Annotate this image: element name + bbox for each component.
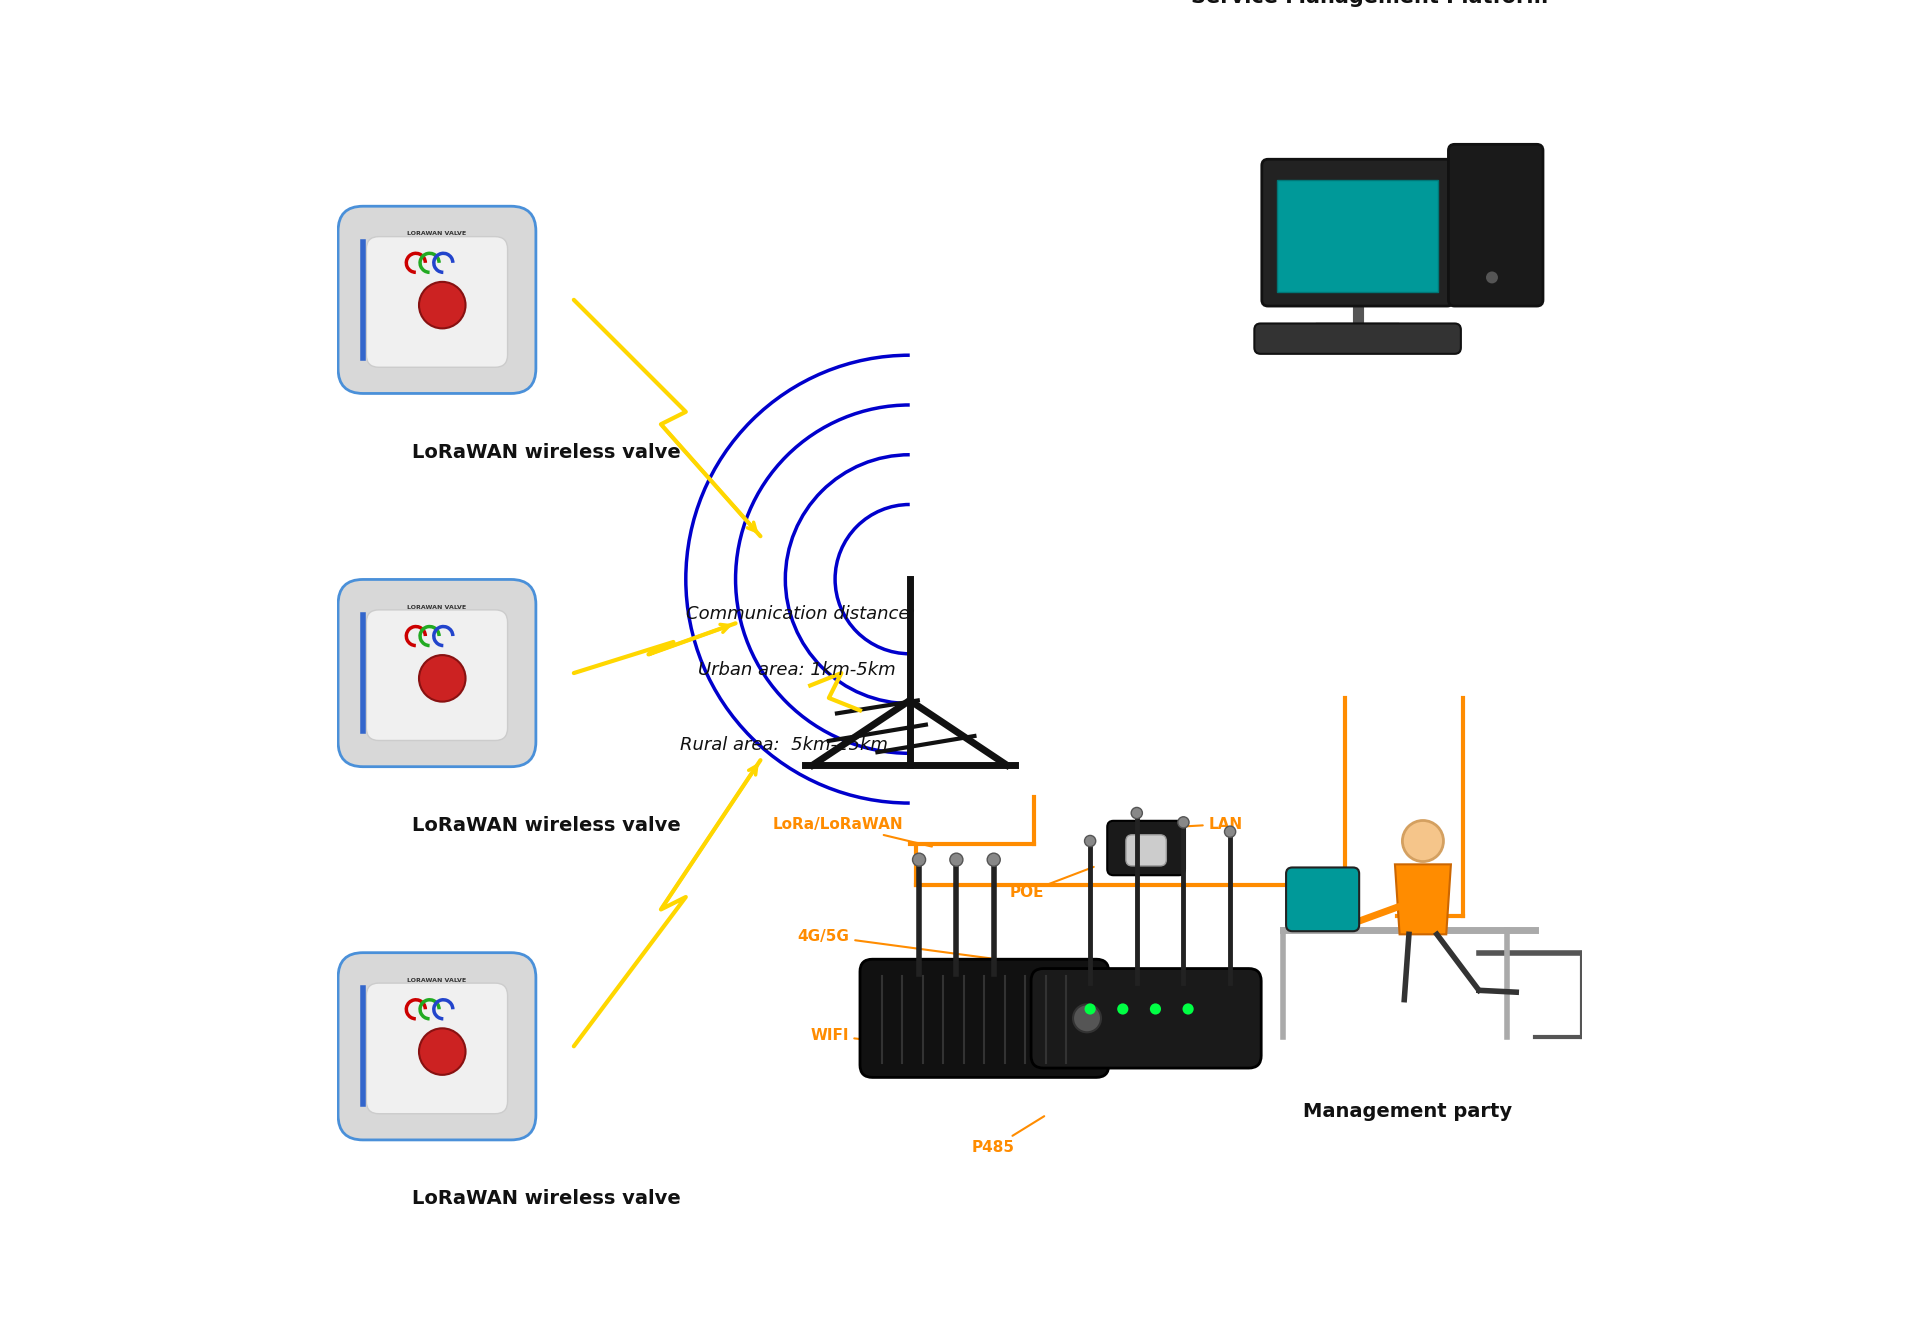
Circle shape [1084, 836, 1096, 846]
Text: Service Management Platform: Service Management Platform [1192, 0, 1549, 8]
FancyBboxPatch shape [338, 579, 535, 767]
Circle shape [1224, 826, 1236, 837]
Polygon shape [1395, 865, 1451, 935]
Circle shape [418, 1028, 466, 1074]
FancyBboxPatch shape [320, 1006, 368, 1041]
FancyBboxPatch shape [320, 1038, 368, 1073]
Text: Communication distance:: Communication distance: [685, 606, 915, 623]
FancyBboxPatch shape [860, 960, 1109, 1077]
Text: WIFI: WIFI [810, 1028, 1031, 1059]
Text: LAN: LAN [1149, 817, 1242, 832]
Text: Urban area: 1km-5km: Urban area: 1km-5km [699, 661, 896, 680]
Text: LORAWAN VALVE: LORAWAN VALVE [407, 978, 466, 983]
Circle shape [1130, 808, 1142, 818]
Text: LORAWAN VALVE: LORAWAN VALVE [407, 605, 466, 610]
FancyBboxPatch shape [320, 260, 368, 296]
FancyBboxPatch shape [320, 665, 368, 701]
FancyBboxPatch shape [1286, 867, 1359, 931]
Text: LORAWAN VALVE: LORAWAN VALVE [407, 231, 466, 236]
Circle shape [1182, 1003, 1194, 1015]
FancyBboxPatch shape [320, 292, 368, 327]
FancyBboxPatch shape [367, 983, 509, 1114]
Circle shape [1117, 1003, 1128, 1015]
Circle shape [1084, 1003, 1096, 1015]
Circle shape [986, 853, 1000, 866]
Circle shape [1149, 1003, 1161, 1015]
Circle shape [1178, 817, 1190, 828]
Text: Rural area:  5km-15km: Rural area: 5km-15km [679, 737, 887, 754]
FancyBboxPatch shape [1449, 144, 1543, 306]
Circle shape [950, 853, 963, 866]
Circle shape [1403, 821, 1443, 862]
FancyBboxPatch shape [320, 634, 368, 669]
Text: LoRaWAN wireless valve: LoRaWAN wireless valve [413, 816, 681, 836]
FancyBboxPatch shape [367, 236, 509, 367]
FancyBboxPatch shape [338, 206, 535, 393]
Text: 4G/5G: 4G/5G [798, 928, 994, 958]
Text: LoRaWAN wireless valve: LoRaWAN wireless valve [413, 444, 681, 462]
Circle shape [418, 655, 466, 702]
Circle shape [1485, 272, 1499, 284]
Text: Management party: Management party [1303, 1102, 1512, 1121]
FancyBboxPatch shape [338, 953, 535, 1140]
Text: POE: POE [1009, 867, 1094, 900]
Circle shape [418, 282, 466, 329]
Text: LoRaWAN wireless valve: LoRaWAN wireless valve [413, 1189, 681, 1208]
Text: LoRa/LoRaWAN: LoRa/LoRaWAN [773, 817, 933, 846]
FancyBboxPatch shape [1031, 969, 1261, 1068]
FancyBboxPatch shape [1126, 834, 1167, 866]
Circle shape [913, 853, 925, 866]
FancyBboxPatch shape [1263, 160, 1453, 306]
FancyBboxPatch shape [367, 610, 509, 741]
FancyBboxPatch shape [1255, 323, 1460, 354]
FancyBboxPatch shape [1276, 181, 1437, 292]
FancyBboxPatch shape [1107, 821, 1186, 875]
Circle shape [1073, 1005, 1102, 1032]
Text: P485: P485 [971, 1117, 1044, 1155]
